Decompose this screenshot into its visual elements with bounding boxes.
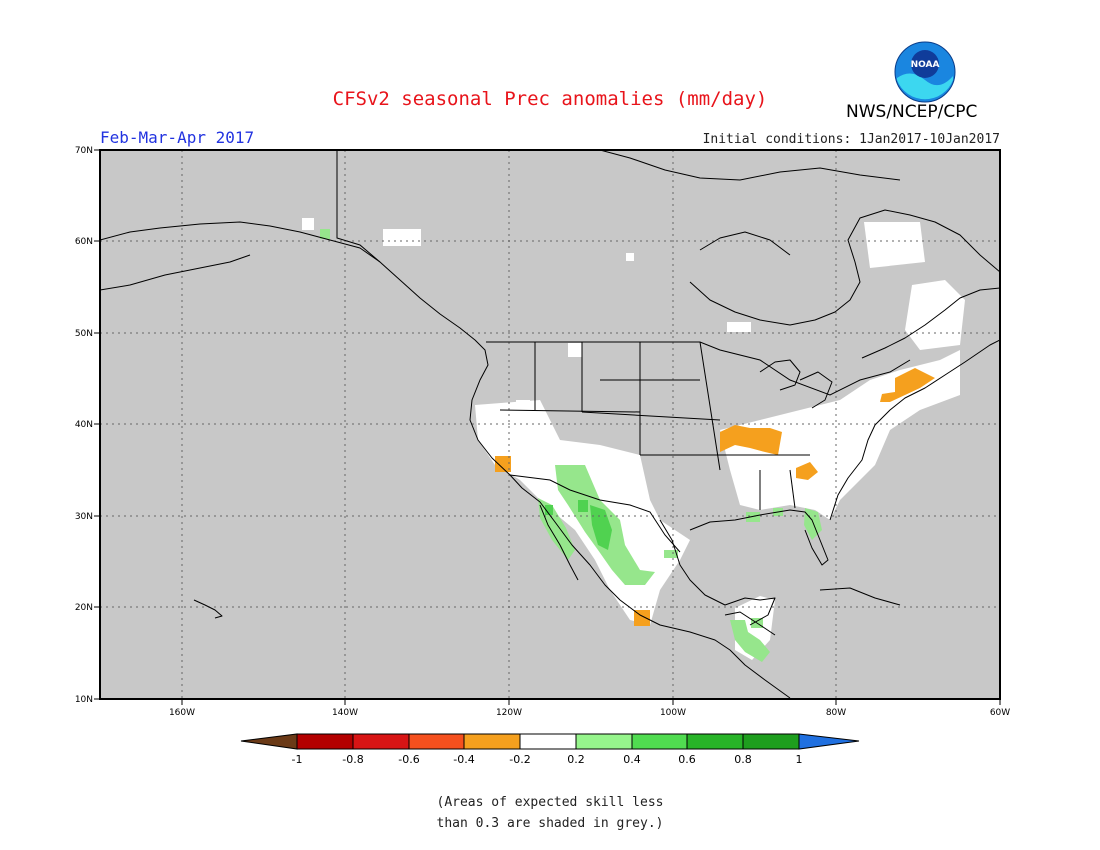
- lat-label-60n: 60N: [75, 237, 93, 247]
- agency-label: NWS/NCEP/CPC: [846, 102, 978, 122]
- colorbar-swatch-pos02: [575, 733, 633, 750]
- lon-label-80w: 80W: [826, 708, 846, 718]
- colorbar-label: 0.4: [623, 753, 641, 766]
- lat-label-50n: 50N: [75, 329, 93, 339]
- skill-footnote-line2: than 0.3 are shaded in grey.): [436, 816, 664, 831]
- colorbar-label: -0.2: [509, 753, 530, 766]
- map-gridlines: [100, 150, 1000, 699]
- colorbar-label: 0.8: [734, 753, 752, 766]
- lat-label-40n: 40N: [75, 420, 93, 430]
- lat-label-70n: 70N: [75, 146, 93, 156]
- colorbar-swatch-neg04: [463, 733, 521, 750]
- colorbar-label: 0.2: [567, 753, 585, 766]
- political-borders: [336, 150, 911, 636]
- lat-label-20n: 20N: [75, 603, 93, 613]
- colorbar: [240, 733, 860, 750]
- colorbar-swatch-pos08: [742, 733, 800, 750]
- colorbar-swatch-neg08: [352, 733, 410, 750]
- season-label: Feb-Mar-Apr 2017: [100, 128, 255, 147]
- colorbar-label: -0.8: [342, 753, 363, 766]
- chart-title: CFSv2 seasonal Prec anomalies (mm/day): [332, 88, 768, 110]
- colorbar-swatch-gt-pos1: [798, 733, 860, 750]
- lon-label-160w: 160W: [169, 708, 195, 718]
- anomaly-layer: [302, 218, 965, 662]
- colorbar-swatch-neg1: [296, 733, 354, 750]
- lat-label-10n: 10N: [75, 695, 93, 705]
- skill-footnote: (Areas of expected skill less than 0.3 a…: [400, 792, 700, 834]
- coastlines: [100, 150, 1000, 699]
- lon-label-60w: 60W: [990, 708, 1010, 718]
- colorbar-swatch-pos04: [631, 733, 688, 750]
- colorbar-label: -1: [292, 753, 303, 766]
- noaa-logo: NOAA: [894, 41, 956, 103]
- colorbar-swatch-pos06: [686, 733, 744, 750]
- lat-label-30n: 30N: [75, 512, 93, 522]
- lon-label-100w: 100W: [660, 708, 686, 718]
- colorbar-label: -0.6: [398, 753, 419, 766]
- colorbar-label: 1: [796, 753, 803, 766]
- skill-footnote-line1: (Areas of expected skill less: [436, 795, 664, 810]
- colorbar-label: 0.6: [678, 753, 696, 766]
- colorbar-swatch-lt-neg1: [240, 733, 298, 750]
- lon-label-120w: 120W: [496, 708, 522, 718]
- initial-conditions-label: Initial conditions: 1Jan2017-10Jan2017: [702, 132, 1000, 147]
- lon-label-140w: 140W: [332, 708, 358, 718]
- colorbar-label: -0.4: [453, 753, 474, 766]
- colorbar-swatch-neg06: [408, 733, 465, 750]
- colorbar-swatch-neutral: [519, 733, 577, 750]
- noaa-logo-text: NOAA: [911, 60, 940, 70]
